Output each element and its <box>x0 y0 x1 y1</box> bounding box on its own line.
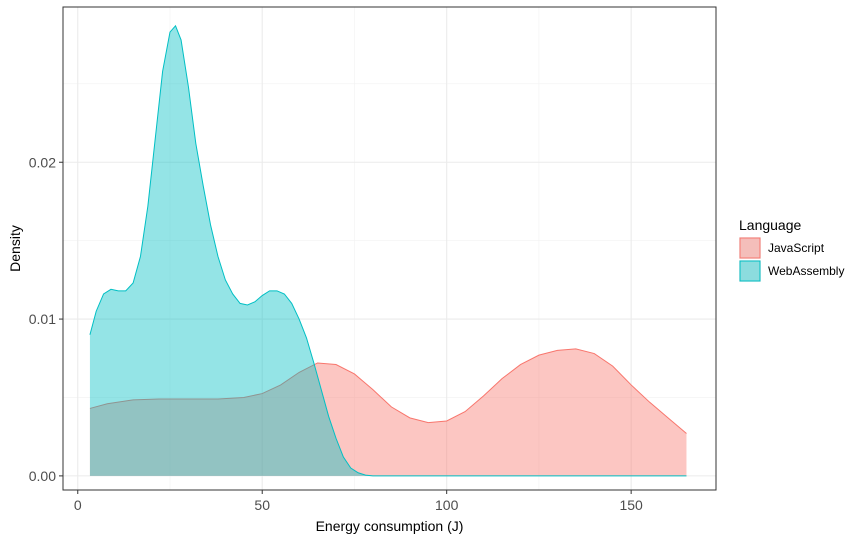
x-tick-label: 0 <box>74 497 82 513</box>
legend-items: JavaScript WebAssembly <box>739 237 844 282</box>
density-area-javascript <box>89 348 687 476</box>
x-axis-title: Energy consumption (J) <box>316 518 464 534</box>
legend-key-background <box>739 237 761 259</box>
legend-swatch-javascript <box>739 237 761 259</box>
area-layer <box>89 24 687 477</box>
legend-label-webassembly: WebAssembly <box>768 264 844 278</box>
panel-border <box>62 6 717 491</box>
x-tick-label: 150 <box>619 497 643 513</box>
tick-layer: 0 50 100 150 0.00 0.01 0.02 <box>29 154 643 513</box>
legend-swatch-webassembly <box>739 260 761 282</box>
density-area-webassembly <box>89 25 687 476</box>
density-line-webassembly <box>89 24 687 477</box>
legend-title: Language <box>739 217 802 233</box>
grid-layer <box>63 7 716 490</box>
y-tick-label: 0.01 <box>29 311 56 327</box>
y-tick-label: 0.02 <box>29 154 56 170</box>
x-tick-label: 100 <box>435 497 459 513</box>
y-tick-label: 0.00 <box>29 468 56 484</box>
y-axis-title: Density <box>7 225 23 272</box>
legend-label-javascript: JavaScript <box>768 241 825 255</box>
x-tick-label: 50 <box>254 497 270 513</box>
panel-background <box>63 7 716 490</box>
legend-key-background <box>739 260 761 282</box>
legend: Language JavaScript WebAssembly <box>739 217 844 282</box>
density-line-javascript <box>89 348 687 434</box>
